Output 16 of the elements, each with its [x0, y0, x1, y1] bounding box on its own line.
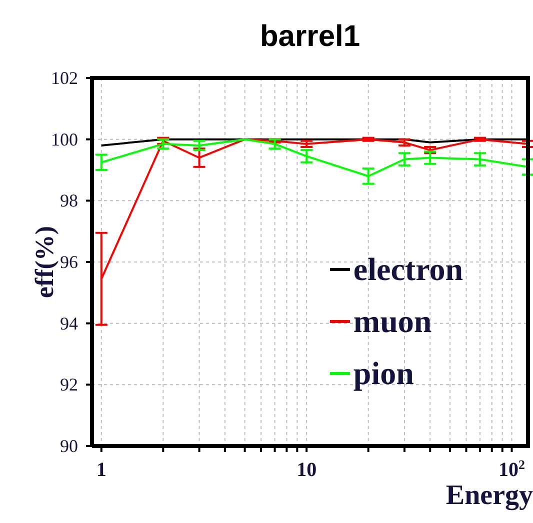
y-tick-label: 90 — [60, 436, 78, 456]
y-tick-label: 92 — [60, 374, 78, 395]
y-tick-label: 102 — [51, 68, 78, 88]
y-tick-label: 100 — [51, 129, 78, 150]
chart-title: barrel1 — [258, 20, 362, 54]
y-tick-label: 94 — [60, 313, 78, 334]
x-tick-label: 10 — [296, 459, 317, 481]
x-tick-label: 1 — [96, 459, 106, 481]
legend-label: pion — [352, 354, 415, 393]
legend-label: muon — [352, 302, 433, 341]
y-tick-label: 96 — [60, 252, 78, 272]
y-tick-label: 98 — [60, 190, 78, 211]
x-axis-title: Energy — [446, 480, 533, 512]
x-tick-label: 10$^{2}$ — [498, 456, 526, 481]
legend-label: electron — [352, 250, 463, 289]
y-axis-title: eff(%) — [30, 226, 60, 298]
